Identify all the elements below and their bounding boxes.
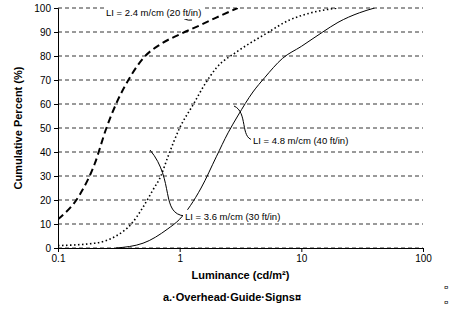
y-tick-mark	[54, 104, 58, 105]
grid-line	[58, 224, 423, 225]
y-tick-mark	[54, 152, 58, 153]
y-tick-mark	[54, 248, 58, 249]
y-tick: 20	[40, 195, 58, 206]
y-tick-label: 20	[40, 195, 52, 206]
y-tick: 30	[40, 171, 58, 182]
x-tick-label: 1	[177, 253, 183, 264]
series-line	[58, 8, 238, 219]
leader-line	[150, 150, 185, 216]
series-label: LI = 3.6 m/cm (30 ft/in)	[185, 211, 280, 222]
y-tick: 0	[45, 243, 58, 254]
series-line	[58, 8, 338, 246]
y-tick-mark	[54, 128, 58, 129]
label-background	[251, 134, 350, 147]
lines	[58, 8, 375, 248]
y-tick: 40	[40, 147, 58, 158]
y-tick-mark	[54, 224, 58, 225]
x-tick-mark	[301, 248, 302, 252]
grid-line	[58, 80, 423, 81]
y-tick-label: 90	[40, 27, 52, 38]
y-axis-line	[54, 9, 59, 249]
annotation: ¤	[444, 283, 449, 292]
x-tick: 100	[415, 248, 432, 264]
y-tick-label: 70	[40, 75, 52, 86]
grid-line	[58, 176, 423, 177]
y-tick: 80	[40, 51, 58, 62]
x-tick-label: 100	[415, 253, 432, 264]
y-tick-label: 30	[40, 171, 52, 182]
y-tick-label: 0	[45, 243, 51, 254]
y-tick-mark	[54, 8, 58, 9]
grid-line	[58, 32, 423, 33]
x-tick-label: 10	[296, 253, 308, 264]
grid-line	[58, 200, 423, 201]
series-labels: LI = 2.4 m/cm (20 ft/in) LI = 3.6 m/cm (3…	[104, 6, 350, 223]
y-tick-label: 40	[40, 147, 52, 158]
y-tick-label: 100	[34, 3, 51, 14]
series-line	[116, 8, 375, 248]
label-background	[104, 6, 203, 19]
y-tick: 90	[40, 27, 58, 38]
x-tick-label: 0.1	[52, 253, 66, 264]
chart: 0.1 1 10 100 0 10 20 30 40 50 60 70 80 90 100 LI = 2.4 …	[0, 0, 452, 310]
y-tick: 60	[40, 99, 58, 110]
x-tick: 10	[296, 248, 308, 264]
x-tick-mark	[180, 248, 181, 252]
y-tick: 70	[40, 75, 58, 86]
y-tick-label: 10	[40, 219, 52, 230]
annotation: ¤	[444, 298, 449, 307]
y-tick-mark	[54, 200, 58, 201]
x-tick: 0.1	[52, 248, 66, 264]
leader-line	[234, 106, 253, 140]
y-tick-label: 60	[40, 99, 52, 110]
label-background	[183, 210, 282, 223]
series-label: LI = 2.4 m/cm (20 ft/in)	[106, 7, 201, 18]
grid-line	[58, 128, 423, 129]
y-tick-label: 50	[40, 123, 52, 134]
x-axis: 0.1 1 10 100	[52, 248, 433, 264]
series-label: LI = 4.8 m/cm (40 ft/in)	[253, 135, 348, 146]
x-tick: 1	[177, 248, 183, 264]
grid	[58, 8, 423, 248]
x-axis-line	[59, 249, 424, 253]
y-tick: 100	[34, 3, 58, 14]
y-tick: 10	[40, 219, 58, 230]
y-tick-label: 80	[40, 51, 52, 62]
y-axis: 0 10 20 30 40 50 60 70 80 90 100	[34, 3, 58, 254]
y-tick-mark	[54, 32, 58, 33]
grid-line	[58, 56, 423, 57]
x-axis-title: Luminance (cd/m²)	[192, 269, 290, 281]
y-tick-mark	[54, 176, 58, 177]
grid-line	[58, 152, 423, 153]
y-axis-title: Cumulative Percent (%)	[12, 66, 24, 189]
grid-line	[58, 104, 423, 105]
x-tick-mark	[423, 248, 424, 252]
caption: a.·Overhead·Guide·Signs¤	[163, 291, 301, 303]
y-tick-mark	[54, 80, 58, 81]
y-tick: 50	[40, 123, 58, 134]
y-tick-mark	[54, 56, 58, 57]
